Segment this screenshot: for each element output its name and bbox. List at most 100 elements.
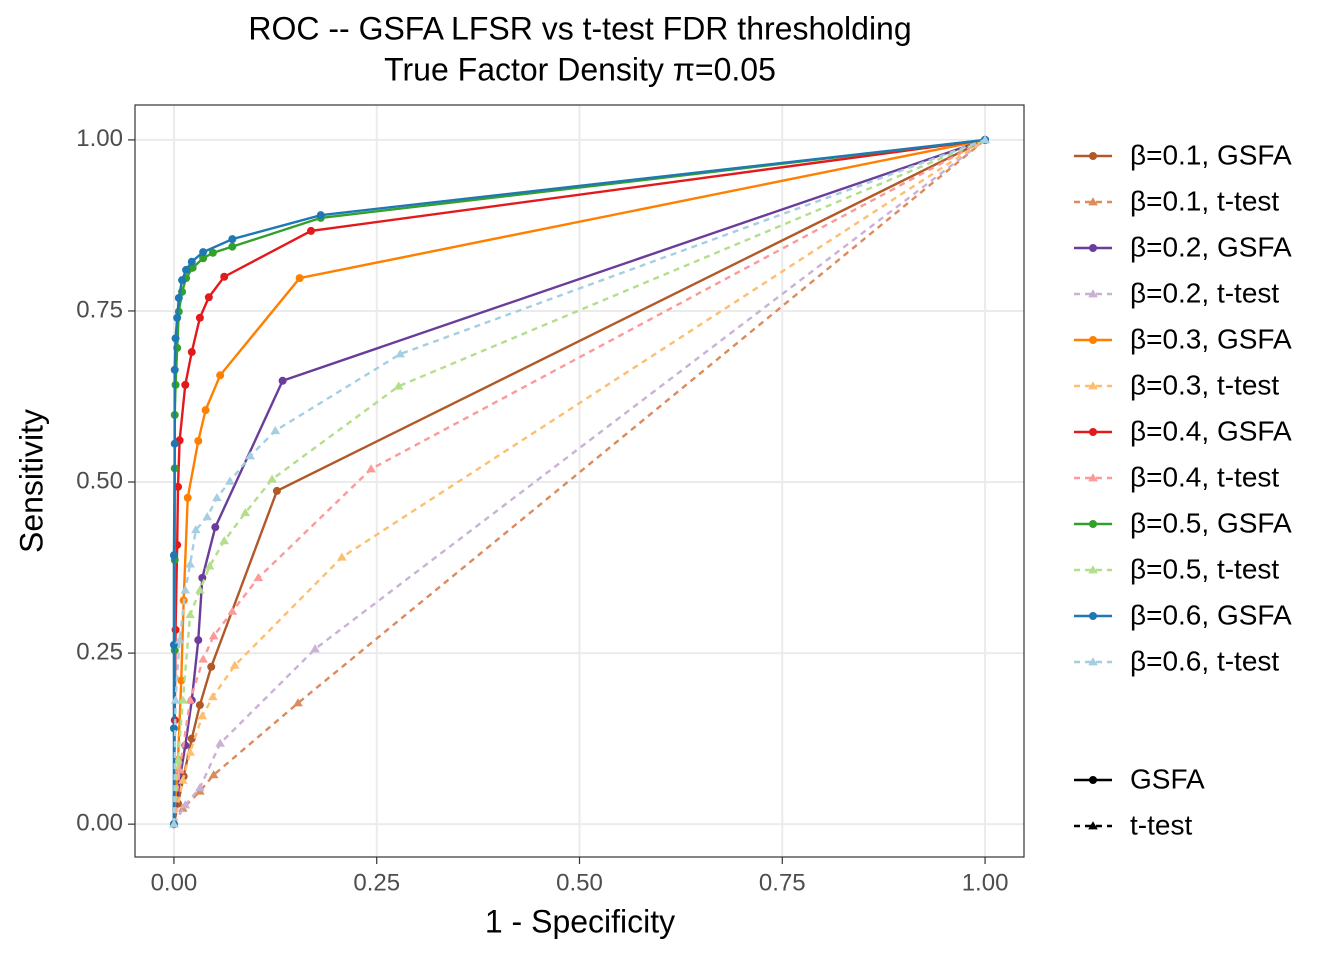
circle-marker — [195, 313, 204, 322]
circle-marker — [1089, 152, 1097, 160]
triangle-marker — [208, 770, 219, 779]
legend-label: β=0.3, GSFA — [1130, 323, 1292, 354]
series-line — [172, 138, 986, 825]
legend-label: β=0.3, t-test — [1130, 369, 1279, 400]
legend-label: β=0.4, t-test — [1130, 461, 1279, 492]
circle-marker — [201, 406, 210, 415]
circle-marker — [187, 348, 196, 357]
legend-label: β=0.1, t-test — [1130, 185, 1279, 216]
legend-label: β=0.4, GSFA — [1130, 415, 1292, 446]
circle-marker — [187, 257, 196, 266]
circle-marker — [169, 724, 178, 733]
circle-marker — [199, 254, 208, 263]
circle-marker — [207, 662, 216, 671]
series-line — [172, 138, 986, 825]
circle-marker — [1089, 336, 1097, 344]
y-axis-title: Sensitivity — [13, 409, 49, 553]
circle-marker — [1089, 776, 1097, 784]
y-tick-label: 0.50 — [76, 467, 123, 494]
legend-label: β=0.5, t-test — [1130, 553, 1279, 584]
circle-marker — [228, 235, 237, 244]
y-tick-label: 1.00 — [76, 125, 123, 152]
triangle-marker — [245, 451, 255, 460]
triangle-marker — [178, 775, 188, 784]
legend-label: GSFA — [1130, 763, 1205, 794]
x-tick-label: 1.00 — [962, 869, 1009, 896]
triangle-marker — [174, 765, 185, 774]
circle-marker — [208, 248, 217, 257]
triangle-marker — [225, 476, 235, 485]
triangle-marker — [1088, 821, 1098, 830]
triangle-marker — [293, 698, 303, 707]
triangle-marker — [337, 552, 347, 561]
legend-label: t-test — [1130, 809, 1192, 840]
circle-marker — [278, 376, 287, 385]
triangle-marker — [1088, 473, 1098, 482]
triangle-marker — [212, 492, 222, 502]
triangle-marker — [173, 755, 183, 764]
x-axis-title: 1 - Specificity — [485, 903, 675, 939]
y-tick-label: 0.00 — [76, 809, 123, 836]
triangle-marker — [180, 800, 191, 809]
triangle-marker — [198, 654, 208, 663]
circle-marker — [181, 380, 190, 389]
circle-marker — [174, 293, 183, 302]
triangle-marker — [215, 738, 225, 747]
circle-marker — [220, 272, 229, 281]
triangle-marker — [185, 747, 195, 756]
circle-marker — [204, 293, 213, 302]
chart-subtitle: True Factor Density π=0.05 — [384, 51, 776, 87]
triangle-marker — [1088, 289, 1098, 298]
circle-marker — [183, 493, 192, 502]
triangle-marker — [178, 695, 188, 704]
legend-label: β=0.5, GSFA — [1130, 507, 1292, 538]
series-line — [172, 138, 986, 825]
triangle-marker — [393, 381, 404, 390]
circle-marker — [1089, 612, 1097, 620]
legend-label: β=0.6, t-test — [1130, 645, 1279, 676]
circle-marker — [1089, 244, 1097, 252]
x-tick-label: 0.50 — [556, 869, 603, 896]
series-line — [172, 138, 986, 825]
triangle-marker — [185, 559, 195, 568]
x-tick-label: 0.75 — [759, 869, 806, 896]
circle-marker — [199, 248, 208, 257]
triangle-marker — [170, 695, 181, 704]
triangle-marker — [1088, 565, 1098, 574]
circle-marker — [194, 636, 203, 645]
triangle-marker — [208, 692, 218, 701]
triangle-marker — [395, 349, 406, 358]
circle-marker — [177, 676, 186, 685]
triangle-marker — [267, 474, 277, 483]
circle-marker — [171, 334, 180, 343]
legend: β=0.1, GSFA β=0.1, t-test β=0.2, GSFA β=0.2… — [1074, 139, 1292, 840]
chart-title: ROC -- GSFA LFSR vs t-test FDR threshold… — [248, 10, 911, 46]
circle-marker — [170, 439, 179, 448]
triangle-marker — [1088, 197, 1098, 206]
circle-marker — [188, 263, 197, 272]
circle-marker — [211, 523, 220, 532]
triangle-marker — [980, 135, 990, 144]
circle-marker — [1089, 428, 1097, 436]
plot-area — [169, 135, 990, 829]
circle-marker — [307, 226, 316, 235]
circle-marker — [194, 436, 203, 445]
triangle-marker — [1088, 381, 1098, 390]
circle-marker — [187, 734, 196, 743]
triangle-marker — [366, 464, 376, 473]
triangle-marker — [197, 711, 208, 720]
circle-marker — [295, 274, 304, 283]
circle-marker — [170, 365, 179, 374]
x-tick-label: 0.25 — [353, 869, 400, 896]
y-tick-label: 0.75 — [76, 296, 123, 323]
triangle-marker — [240, 508, 251, 517]
circle-marker — [1089, 520, 1097, 528]
triangle-marker — [270, 425, 281, 435]
triangle-marker — [229, 660, 240, 669]
triangle-marker — [195, 585, 205, 594]
circle-marker — [272, 486, 281, 495]
triangle-marker — [310, 644, 320, 653]
triangle-marker — [180, 585, 191, 594]
triangle-marker — [253, 573, 264, 582]
